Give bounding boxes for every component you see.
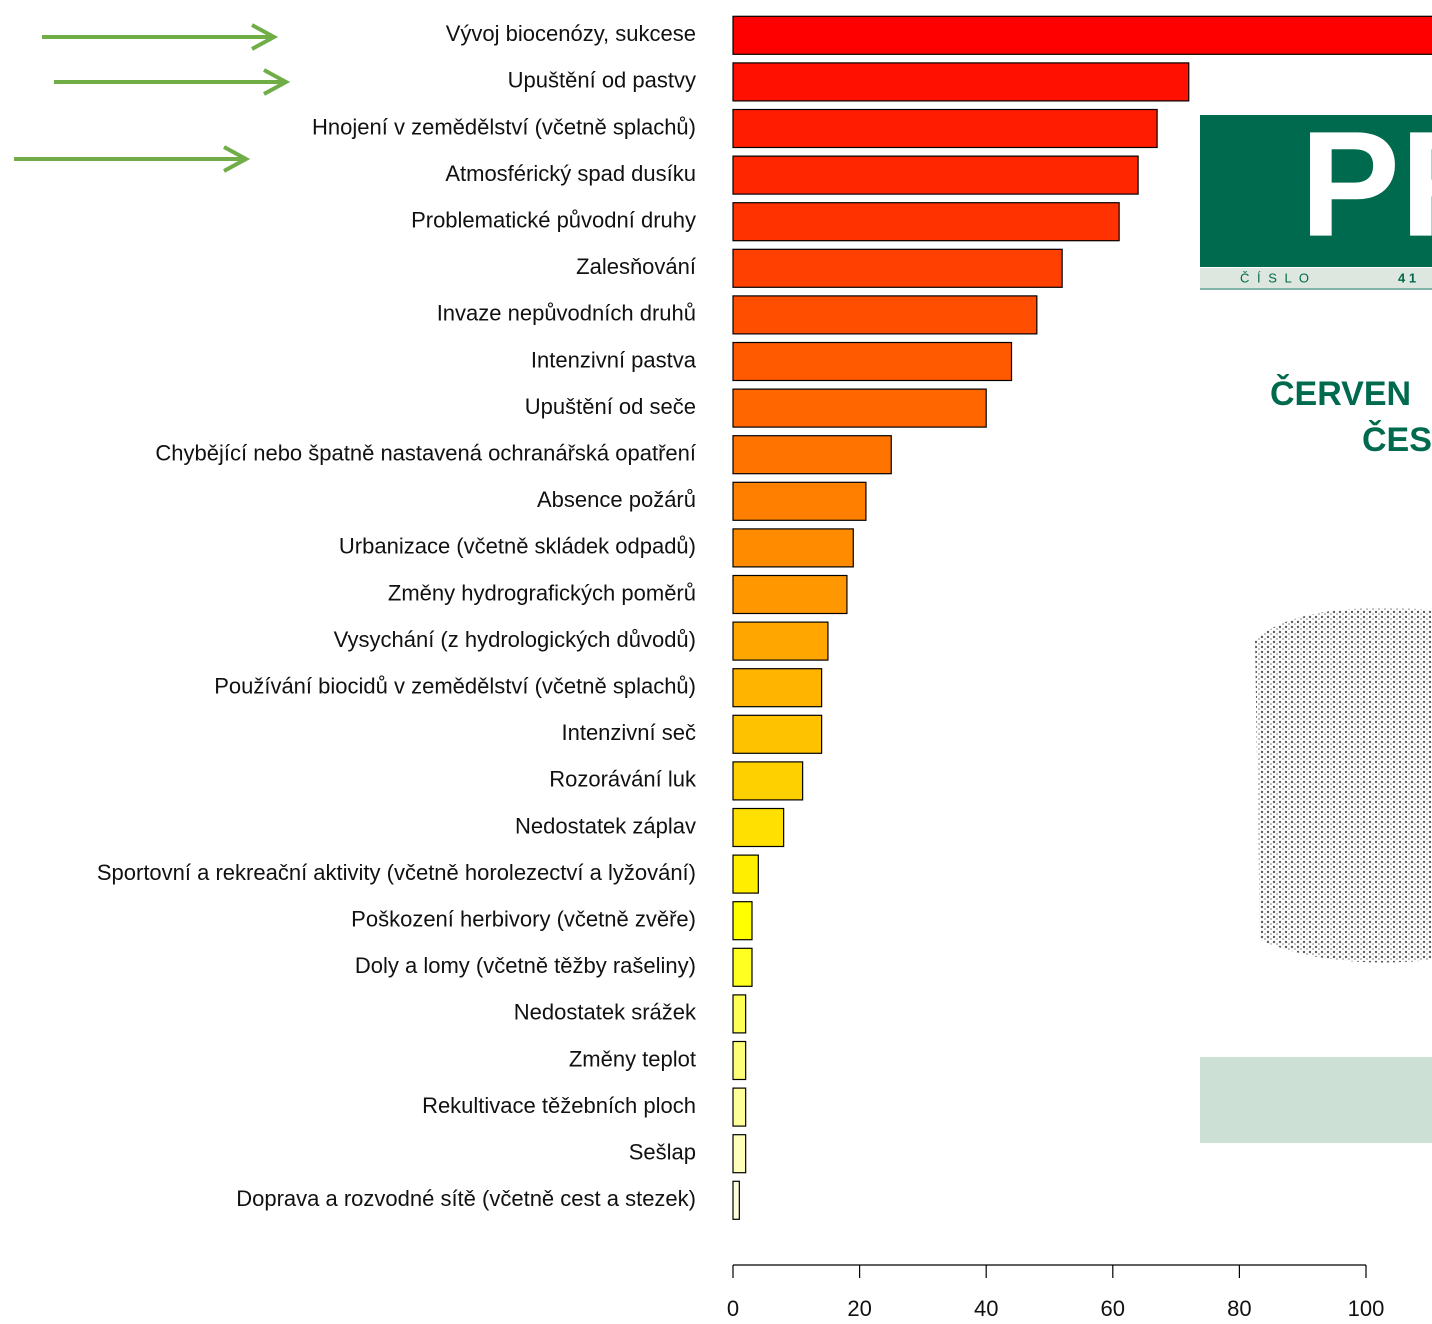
bar <box>733 16 1432 54</box>
bar <box>733 669 822 707</box>
bar <box>733 622 828 660</box>
y-tick-label: Atmosférický spad dusíku <box>445 161 696 186</box>
y-tick-label: Urbanizace (včetně skládek odpadů) <box>339 534 696 559</box>
y-tick-label: Nedostatek srážek <box>514 1000 697 1025</box>
y-tick-label: Rozorávání luk <box>549 767 697 792</box>
cover-logo: PŘ <box>1300 100 1432 268</box>
x-tick-label: 80 <box>1227 1296 1251 1321</box>
bar <box>733 436 891 474</box>
bar <box>733 855 758 893</box>
bar <box>733 482 866 520</box>
y-tick-label: Poškození herbivory (včetně zvěře) <box>351 907 696 932</box>
y-tick-label: Změny teplot <box>569 1046 696 1071</box>
y-tick-label: Nedostatek záplav <box>515 813 696 838</box>
arrows <box>14 25 286 171</box>
y-tick-label: Absence požárů <box>537 487 696 512</box>
y-tick-label: Doly a lomy (včetně těžby rašeliny) <box>355 953 696 978</box>
y-tick-label: Upuštění od pastvy <box>508 68 696 93</box>
y-tick-label: Zalesňování <box>576 254 696 279</box>
bar <box>733 1088 746 1126</box>
cover: PŘ Č Í S L O 4 1 ČERVEN ČES <box>1198 100 1432 1160</box>
bar <box>733 63 1189 101</box>
y-tick-label: Sešlap <box>629 1140 696 1165</box>
chart: Vývoj biocenózy, sukcese Upuštění od past… <box>0 0 1432 1324</box>
y-tick-label: Chybějící nebo špatně nastavená ochranář… <box>155 441 696 466</box>
sketch <box>1255 608 1432 963</box>
bar <box>733 389 986 427</box>
bar <box>733 1042 746 1080</box>
y-tick-label: Používání biocidů v zemědělství (včetně … <box>214 674 696 699</box>
bar <box>733 715 822 753</box>
y-tick-label: Upuštění od seče <box>525 394 696 419</box>
y-tick-label: Intenzivní seč <box>561 720 696 745</box>
issue-label: Č Í S L O <box>1240 270 1311 285</box>
bar <box>733 809 784 847</box>
bar <box>733 902 752 940</box>
bar <box>733 156 1138 194</box>
y-tick-label: Invaze nepůvodních druhů <box>437 301 696 326</box>
bar <box>733 203 1119 241</box>
bar <box>733 343 1012 381</box>
cover-line: ČERVEN <box>1270 374 1411 413</box>
bar <box>733 995 746 1033</box>
bar <box>733 529 853 567</box>
bar <box>733 576 847 614</box>
x-tick-label: 100 <box>1348 1296 1385 1321</box>
bar <box>733 110 1157 148</box>
y-tick-label: Vývoj biocenózy, sukcese <box>446 21 696 46</box>
bar <box>733 249 1062 287</box>
arrow <box>42 25 274 49</box>
bar <box>733 762 803 800</box>
x-tick-label: 0 <box>727 1296 739 1321</box>
bar <box>733 948 752 986</box>
arrow <box>14 147 246 171</box>
bar <box>733 296 1037 334</box>
arrow <box>54 70 286 94</box>
y-tick-label: Vysychání (z hydrologických důvodů) <box>334 627 696 652</box>
y-tick-label: Sportovní a rekreační aktivity (včetně h… <box>97 860 696 885</box>
bar <box>733 1181 739 1219</box>
y-tick-label: Změny hydrografických poměrů <box>388 580 696 605</box>
x-tick-label: 60 <box>1101 1296 1125 1321</box>
y-tick-label: Problematické původní druhy <box>411 208 696 233</box>
y-tick-label: Doprava a rozvodné sítě (včetně cest a s… <box>236 1186 696 1211</box>
bar <box>733 1135 746 1173</box>
issue-number: 4 1 <box>1398 270 1416 285</box>
y-tick-label: Rekultivace těžebních ploch <box>422 1093 696 1118</box>
cover-line: ČES <box>1362 420 1432 459</box>
y-tick-label: Intenzivní pastva <box>531 347 697 372</box>
x-tick-label: 20 <box>847 1296 871 1321</box>
x-tick-label: 40 <box>974 1296 998 1321</box>
y-tick-label: Hnojení v zemědělství (včetně splachů) <box>312 114 696 139</box>
cover-box <box>1200 1057 1432 1143</box>
